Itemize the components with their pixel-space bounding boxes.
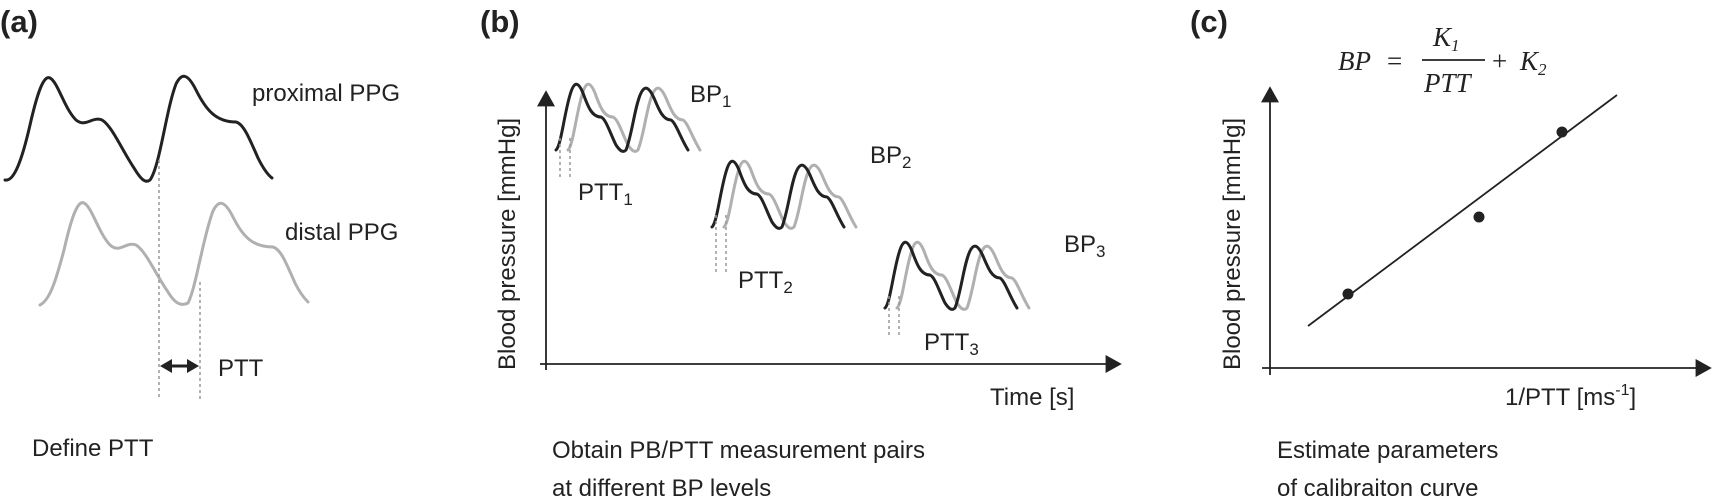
panel-a-label: (a) <box>0 4 38 39</box>
ptt-double-arrow <box>160 359 199 373</box>
ptt1-label: PTT1 <box>578 179 633 209</box>
panel-c: (c) BP = K1 PTT + K2 Blood pressure [mmH… <box>1190 4 1712 500</box>
formula-numerator: K1 <box>1432 22 1460 55</box>
distal-ppg-waveform <box>38 201 310 307</box>
panel-b: (b) Blood pressure [mmHg] Time [s] BP1 P… <box>480 4 1122 500</box>
panel-a: (a) proximal PPG distal PPG PTT Define P… <box>0 4 400 462</box>
bp3-label: BP3 <box>1064 231 1105 261</box>
panel-b-waveforms <box>554 82 1031 338</box>
panel-b-caption-line1: Obtain PB/PTT measurement pairs <box>552 437 925 464</box>
proximal-waveform-level-1 <box>554 82 690 153</box>
formula-equals: = <box>1387 46 1402 76</box>
bp1-label: BP1 <box>690 81 731 111</box>
bp-level-1: BP1 PTT1 <box>578 81 731 209</box>
ptt-label: PTT <box>218 355 264 382</box>
panel-c-caption-line1: Estimate parameters <box>1277 437 1498 464</box>
distal-ppg-label: distal PPG <box>285 219 398 246</box>
formula-plus: + <box>1492 46 1507 76</box>
bp-level-3: BP3 PTT3 <box>924 231 1105 359</box>
panel-c-caption-line2: of calibraiton curve <box>1277 475 1478 500</box>
proximal-ppg-waveform <box>3 74 274 183</box>
panel-b-y-axis-label: Blood pressure [mmHg] <box>494 118 521 370</box>
measurement-point-2 <box>1473 211 1485 223</box>
bp2-label: BP2 <box>870 142 911 172</box>
proximal-waveform-level-3 <box>883 240 1019 311</box>
panel-c-y-axis-label: Blood pressure [mmHg] <box>1219 118 1246 370</box>
proximal-ppg-label: proximal PPG <box>252 80 400 107</box>
distal-waveform-level-1 <box>566 82 702 153</box>
ptt2-label: PTT2 <box>738 267 793 297</box>
proximal-waveform-level-2 <box>710 159 846 230</box>
panel-c-label: (c) <box>1190 4 1228 39</box>
calibration-formula: BP = K1 PTT + K2 <box>1338 22 1547 98</box>
distal-waveform-level-3 <box>895 240 1031 311</box>
bp-level-2: BP2 PTT2 <box>738 142 911 297</box>
panel-b-caption-line2: at different BP levels <box>552 475 771 500</box>
panel-c-x-axis-label: 1/PTT [ms-1] <box>1505 382 1636 411</box>
formula-k2: K2 <box>1519 46 1547 79</box>
formula-lhs: BP <box>1338 46 1371 76</box>
ptt3-label: PTT3 <box>924 329 979 359</box>
distal-waveform-level-2 <box>722 159 858 230</box>
measurement-point-1 <box>1342 288 1354 300</box>
formula-denominator: PTT <box>1423 68 1473 98</box>
panel-b-label: (b) <box>480 4 520 39</box>
measurement-point-3 <box>1556 126 1568 138</box>
panel-a-caption: Define PTT <box>32 435 154 462</box>
panel-b-x-axis-label: Time [s] <box>990 384 1074 411</box>
calibration-line <box>1307 94 1618 327</box>
